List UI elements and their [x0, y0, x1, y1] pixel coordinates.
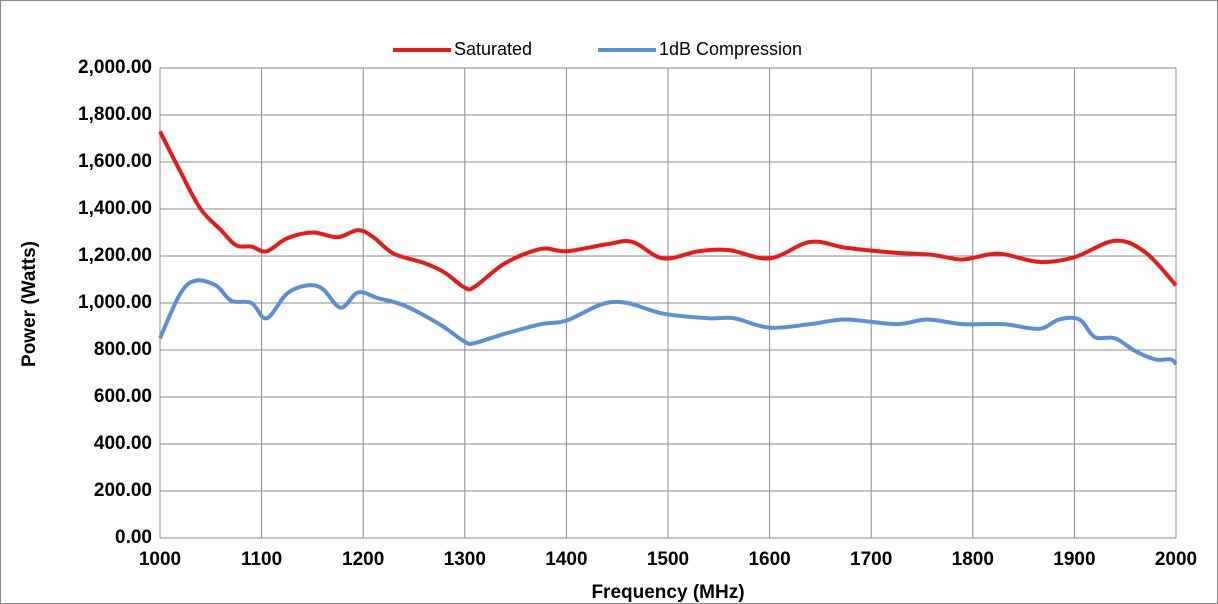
x-tick-label: 1800 [952, 549, 994, 570]
x-tick-label: 1300 [444, 549, 486, 570]
y-tick-label: 1,600.00 [78, 151, 152, 172]
line-series [158, 130, 1178, 292]
x-axis-title: Frequency (MHz) [591, 582, 744, 603]
legend-label: Saturated [454, 39, 532, 59]
x-tick-label: 2000 [1155, 549, 1197, 570]
y-tick-label: 800.00 [94, 339, 152, 360]
x-tick-label: 1100 [241, 549, 282, 570]
legend-label: 1dB Compression [659, 39, 802, 59]
y-tick-label: 200.00 [94, 480, 152, 501]
y-tick-label: 1,800.00 [78, 104, 152, 125]
y-tick-label: 1,000.00 [78, 292, 152, 313]
x-tick-label: 1500 [647, 549, 689, 570]
y-tick-label: 600.00 [94, 386, 152, 407]
x-tick-label: 1600 [748, 549, 790, 570]
x-tick-label: 1200 [342, 549, 384, 570]
x-tick-label: 1900 [1053, 549, 1095, 570]
y-tick-label: 1,400.00 [78, 198, 152, 219]
x-tick-label: 1700 [850, 549, 892, 570]
x-tick-label: 1000 [139, 549, 181, 570]
y-tick-label: 400.00 [94, 433, 152, 454]
y-tick-label: 0.00 [115, 527, 152, 548]
line-series [158, 278, 1178, 366]
y-axis-title: Power (Watts) [19, 241, 40, 367]
y-tick-label: 2,000.00 [78, 57, 152, 78]
x-tick-label: 1400 [545, 549, 587, 570]
y-tick-label: 1,200.00 [78, 245, 152, 266]
